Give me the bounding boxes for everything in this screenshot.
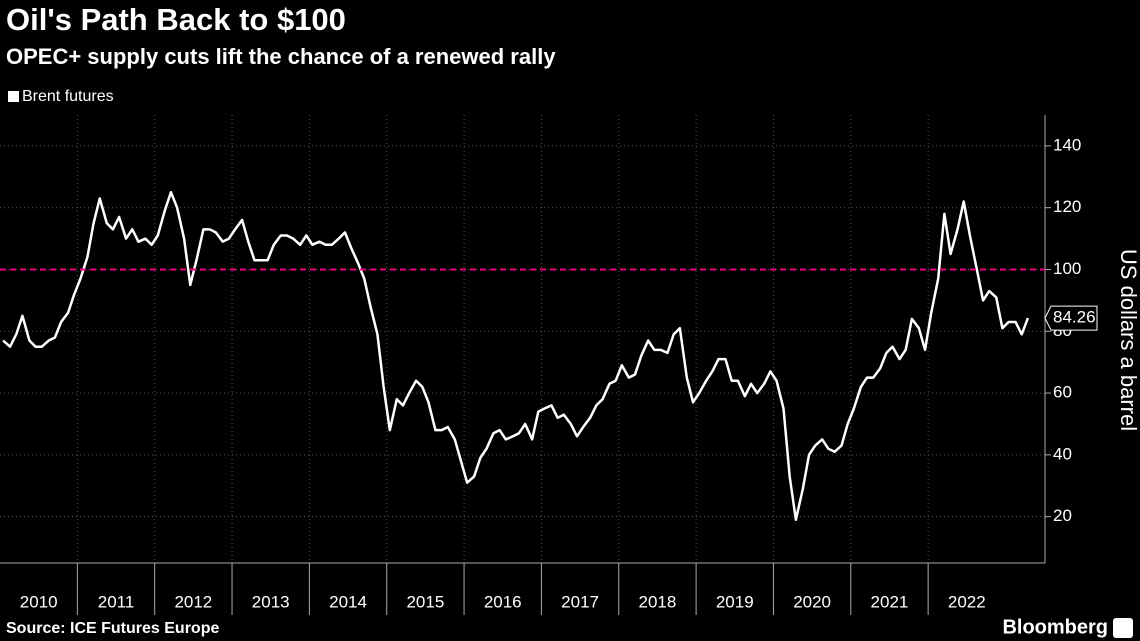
x-tick-label: 2015 bbox=[406, 592, 444, 611]
legend-label: Brent futures bbox=[22, 88, 114, 105]
source: Source: ICE Futures Europe bbox=[6, 620, 219, 637]
brand-logo bbox=[1113, 618, 1133, 638]
x-tick-label: 2014 bbox=[329, 592, 367, 611]
legend-swatch bbox=[8, 91, 19, 102]
x-tick-label: 2013 bbox=[252, 592, 290, 611]
x-tick-label: 2010 bbox=[20, 592, 58, 611]
x-tick-label: 2017 bbox=[561, 592, 599, 611]
x-tick-label: 2016 bbox=[484, 592, 522, 611]
brand: Bloomberg bbox=[1002, 616, 1108, 638]
x-tick-label: 2021 bbox=[871, 592, 909, 611]
chart-title: Oil's Path Back to $100 bbox=[6, 2, 346, 37]
y-tick-label: 140 bbox=[1053, 135, 1081, 154]
y-tick-label: 40 bbox=[1053, 444, 1072, 463]
last-value-label: 84.26 bbox=[1053, 308, 1096, 327]
y-axis-label: US dollars a barrel bbox=[1116, 249, 1140, 431]
y-tick-label: 120 bbox=[1053, 197, 1081, 216]
chart-subtitle: OPEC+ supply cuts lift the chance of a r… bbox=[6, 44, 556, 69]
y-tick-label: 20 bbox=[1053, 506, 1072, 525]
x-tick-label: 2020 bbox=[793, 592, 831, 611]
x-tick-label: 2011 bbox=[98, 592, 135, 611]
last-value-box bbox=[1044, 305, 1098, 331]
line-series bbox=[2, 190, 1030, 521]
x-tick-label: 2018 bbox=[639, 592, 677, 611]
y-tick-label: 100 bbox=[1053, 259, 1081, 278]
y-tick-label: 60 bbox=[1053, 383, 1072, 402]
x-tick-label: 2022 bbox=[948, 592, 986, 611]
x-tick-label: 2012 bbox=[174, 592, 212, 611]
x-tick-label: 2019 bbox=[716, 592, 754, 611]
